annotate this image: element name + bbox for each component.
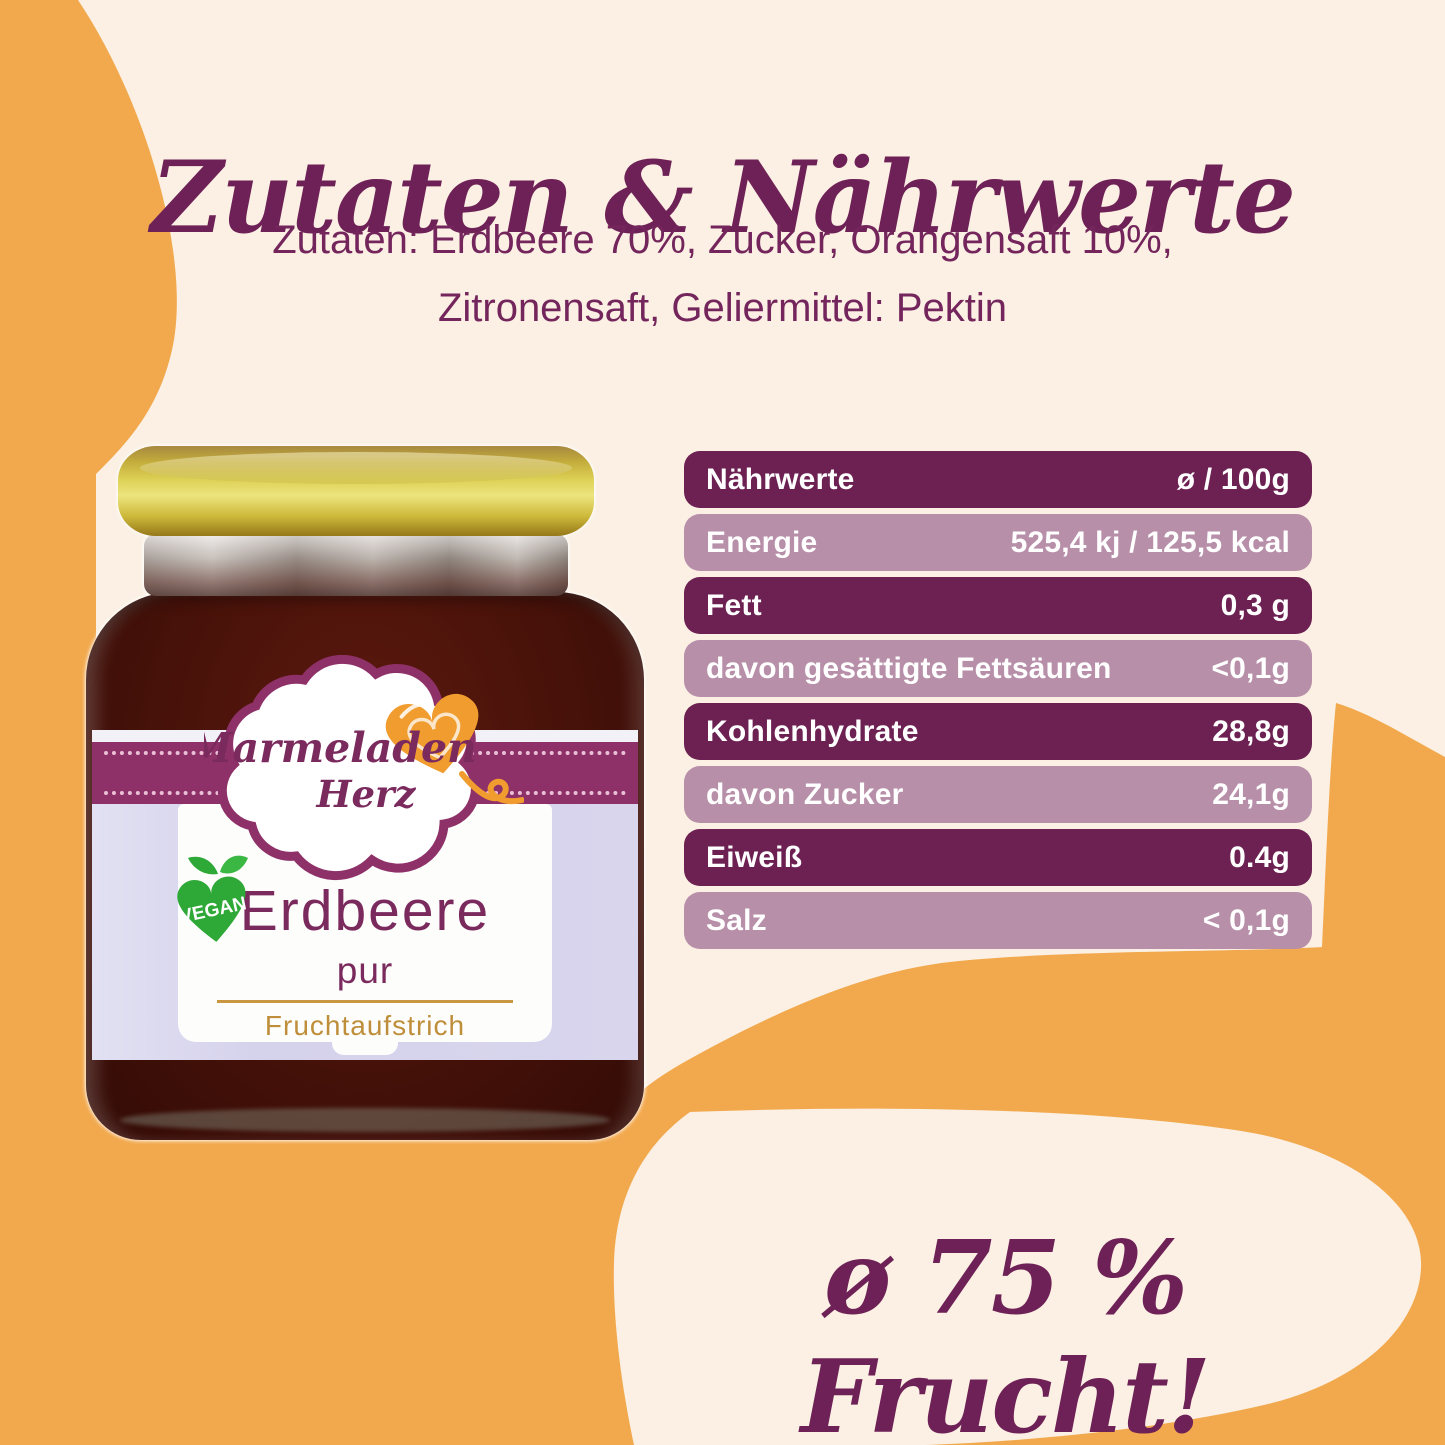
nutrition-table: Nährwerte ø / 100g Energie 525,4 kj / 12…	[684, 451, 1312, 955]
row-value: ø / 100g	[1176, 462, 1290, 496]
brand-heart-swirl	[459, 771, 524, 805]
row-label: davon gesättigte Fettsäuren	[706, 651, 1112, 685]
row-value: <0,1g	[1211, 651, 1290, 685]
vegan-heart-icon	[177, 876, 246, 942]
leaf-icon	[188, 856, 218, 875]
vegan-badge: VEGAN	[177, 855, 248, 942]
row-value: 525,4 kj / 125,5 kcal	[1010, 525, 1290, 559]
nutrition-row-kohlenhydrate: Kohlenhydrate 28,8g	[684, 703, 1312, 760]
ingredients-text: Zutaten: Erdbeere 70%, Zucker, Orangensa…	[0, 206, 1445, 342]
brand-name-line2: Herz	[315, 772, 416, 816]
row-label: Fett	[706, 588, 762, 622]
nutrition-row-salz: Salz < 0,1g	[684, 892, 1312, 949]
product-type: Fruchtaufstrich	[264, 1010, 466, 1041]
jam-jar-photo: Marmeladen Herz Erdbeere pur Fruchtaufst…	[86, 446, 644, 1140]
row-value: 0.4g	[1229, 840, 1290, 874]
ingredients-line-1: Zutaten: Erdbeere 70%, Zucker, Orangensa…	[272, 218, 1173, 262]
label-panel-notch	[332, 1042, 398, 1055]
row-value: 24,1g	[1212, 777, 1290, 811]
nutrition-row-fett: Fett 0,3 g	[684, 577, 1312, 634]
row-label: davon Zucker	[706, 777, 904, 811]
brand-heart-icon	[385, 693, 479, 774]
jar-gold-lid	[118, 446, 594, 536]
label-divider-line	[217, 1000, 513, 1003]
page-title: Zutaten & Nährwerte	[151, 140, 1296, 257]
nutrition-row-zucker: davon Zucker 24,1g	[684, 766, 1312, 823]
row-value: < 0,1g	[1202, 903, 1290, 937]
ingredients-line-2: Zitronensaft, Geliermittel: Pektin	[437, 286, 1008, 330]
row-value: 28,8g	[1212, 714, 1290, 748]
brand-emblem: Marmeladen Herz	[204, 654, 524, 881]
nutrition-row-naehrwerte: Nährwerte ø / 100g	[684, 451, 1312, 508]
cream-blob-bottom	[613, 1108, 1422, 1445]
nutrition-row-energie: Energie 525,4 kj / 125,5 kcal	[684, 514, 1312, 571]
row-label: Nährwerte	[706, 462, 855, 496]
row-label: Kohlenhydrate	[706, 714, 919, 748]
jar-label: Marmeladen Herz Erdbeere pur Fruchtaufst…	[92, 654, 638, 1060]
leaf-icon	[220, 855, 248, 874]
row-label: Eiweiß	[706, 840, 803, 874]
product-variant: pur	[336, 950, 394, 991]
row-label: Energie	[706, 525, 818, 559]
nutrition-row-gesaettigte-fettsaeuren: davon gesättigte Fettsäuren <0,1g	[684, 640, 1312, 697]
jar-glass-rim	[144, 534, 568, 596]
product-name: Erdbeere	[239, 879, 491, 943]
row-label: Salz	[706, 903, 767, 937]
nutrition-row-eiweiss: Eiweiß 0.4g	[684, 829, 1312, 886]
fruit-claim-text: ø 75 % Frucht!	[800, 1218, 1212, 1445]
brand-name-line1: Marmeladen	[204, 724, 477, 772]
row-value: 0,3 g	[1220, 588, 1290, 622]
